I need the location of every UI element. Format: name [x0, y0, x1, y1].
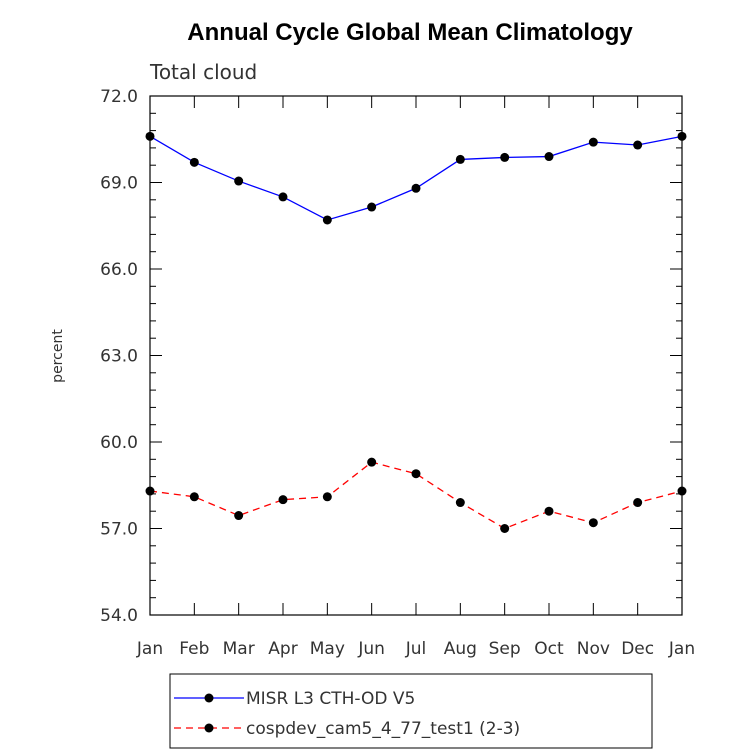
x-tick-label: Feb	[179, 639, 209, 659]
axis-ticks: 54.0 57.0 60.0 63.0 66.0 69.0 72.0 Jan Feb Mar Apr…	[100, 87, 695, 659]
x-tick-label: Jun	[357, 639, 385, 659]
data-point	[411, 183, 421, 193]
y-tick-label: 54.0	[100, 606, 138, 626]
data-point	[278, 495, 288, 505]
data-point	[411, 469, 421, 479]
data-point	[322, 215, 332, 225]
series-layer	[145, 131, 687, 533]
plot-frame	[149, 95, 683, 616]
y-axis-label: percent	[50, 329, 66, 383]
x-tick-label: Jul	[405, 639, 427, 659]
y-tick-label: 69.0	[100, 174, 138, 194]
data-point	[367, 202, 377, 212]
x-tick-label: Aug	[444, 639, 477, 659]
data-point	[322, 492, 332, 502]
x-tick-label: May	[310, 639, 345, 659]
y-tick-label: 63.0	[100, 347, 138, 367]
data-point	[544, 506, 554, 516]
data-point	[588, 137, 598, 147]
data-point	[544, 152, 554, 162]
series-line-1	[149, 135, 683, 221]
x-tick-label: Jan	[136, 639, 163, 659]
data-point	[189, 157, 199, 167]
data-point	[500, 152, 510, 162]
y-tick-label: 60.0	[100, 433, 138, 453]
y-tick-label: 57.0	[100, 520, 138, 540]
data-point	[234, 176, 244, 186]
x-tick-label: Nov	[577, 639, 610, 659]
data-point	[145, 486, 155, 496]
x-tick-label: Sep	[489, 639, 521, 659]
data-point	[500, 524, 510, 533]
data-point	[189, 492, 199, 502]
y-tick-label: 72.0	[100, 87, 138, 107]
data-point	[234, 511, 244, 521]
x-tick-label: Dec	[621, 639, 654, 659]
legend-label-2: cospdev_cam5_4_77_test1 (2-3)	[246, 719, 520, 739]
data-point	[367, 457, 377, 467]
data-point	[633, 498, 643, 508]
legend: MISR L3 CTH-OD V5 cospdev_cam5_4_77_test1…	[174, 689, 520, 739]
data-point	[278, 192, 288, 202]
y-tick-label: 66.0	[100, 260, 138, 280]
legend-label-1: MISR L3 CTH-OD V5	[246, 689, 415, 709]
data-point	[677, 131, 687, 141]
x-tick-label: Apr	[268, 639, 297, 659]
legend-box	[169, 673, 653, 749]
chart-title: Annual Cycle Global Mean Climatology	[187, 19, 633, 46]
data-point	[455, 154, 465, 164]
chart-subtitle: Total cloud	[149, 60, 257, 84]
x-tick-label: Mar	[223, 639, 255, 659]
data-point	[588, 518, 598, 528]
legend-marker-2	[204, 723, 214, 733]
data-point	[455, 498, 465, 508]
legend-marker-1	[204, 693, 214, 703]
data-point	[633, 140, 643, 150]
data-point	[677, 486, 687, 496]
data-point	[145, 131, 155, 141]
x-tick-label: Oct	[534, 639, 564, 659]
x-tick-label: Jan	[668, 639, 695, 659]
